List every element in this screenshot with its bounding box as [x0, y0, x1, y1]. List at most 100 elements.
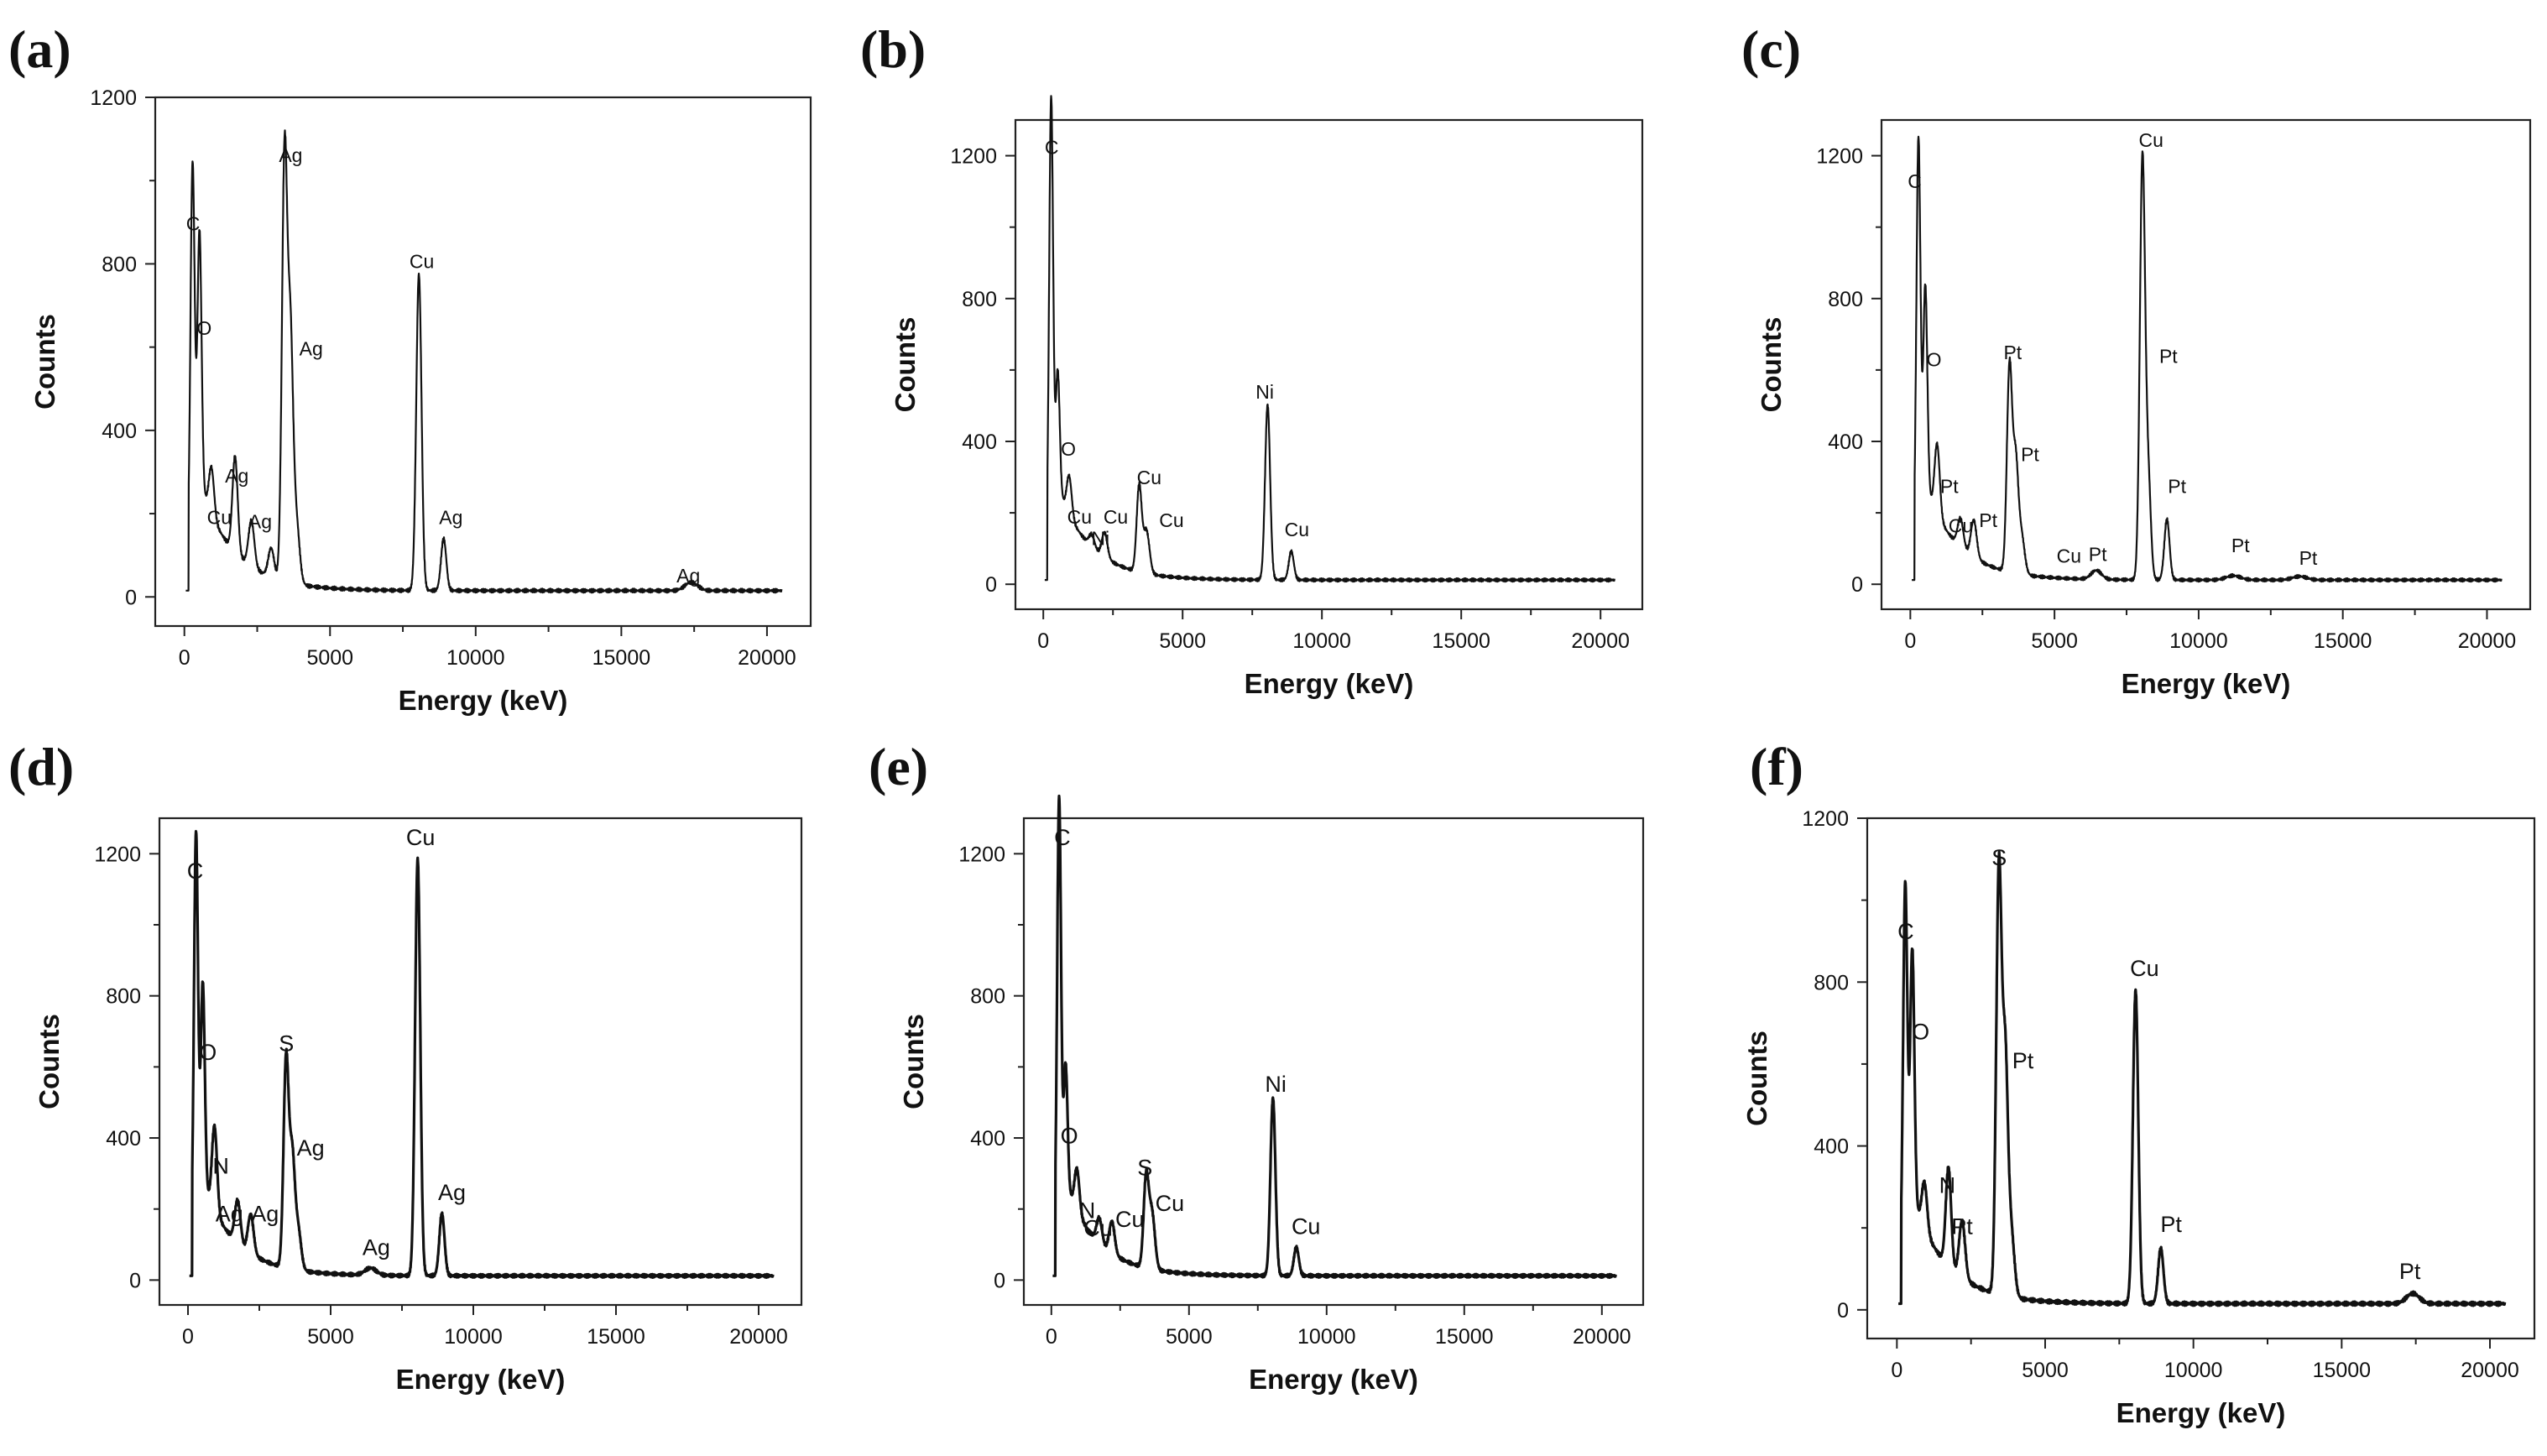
- peak-label: Cu: [1949, 515, 1973, 537]
- panel-label: (b): [860, 19, 926, 79]
- panel-label: (d): [8, 737, 74, 796]
- y-tick-label: 800: [102, 253, 137, 276]
- peak-label: Pt: [2231, 535, 2250, 556]
- peak-label: Pt: [2089, 544, 2107, 566]
- peak-label: C: [187, 858, 204, 884]
- panel-label: (c): [1741, 19, 1801, 79]
- peak-label: O: [199, 1040, 217, 1065]
- y-tick-label: 400: [1828, 431, 1863, 454]
- peak-label: Pt: [1979, 509, 1997, 531]
- x-tick-label: 20000: [729, 1325, 788, 1349]
- plot-frame: [1022, 817, 1645, 1307]
- peak-label: Pt: [2299, 547, 2318, 569]
- peak-label: C: [1908, 170, 1922, 192]
- peak-label: Ag: [216, 1202, 243, 1227]
- x-tick-label: 20000: [738, 646, 796, 670]
- plot-frame: [1866, 817, 2536, 1340]
- peak-label: S: [1137, 1155, 1152, 1180]
- peak-label: S: [1991, 845, 2007, 870]
- y-tick-label: 0: [1837, 1299, 1849, 1323]
- peak-label: Cu: [1083, 1215, 1113, 1240]
- eds-panel-f: (f) 0 5000 10000 15000 20000 0 400 800 1200 Energy…: [1741, 737, 2536, 1428]
- eds-panel-a: (a) 0 5000 10000 15000 20000 0 400 800 1200 Energy…: [8, 19, 812, 716]
- eds-panel-c: (c) 0 5000 10000 15000 20000 0 400 800 1200 Energy…: [1741, 19, 2532, 699]
- peak-label: Ag: [676, 565, 700, 587]
- y-tick-label: 400: [970, 1127, 1005, 1151]
- y-axis-title: Counts: [1756, 317, 1787, 413]
- peak-label: Ni: [1265, 1072, 1287, 1097]
- x-tick-label: 15000: [1432, 629, 1490, 653]
- panel-label: (f): [1750, 737, 1803, 796]
- y-tick-label: 800: [106, 985, 141, 1009]
- peak-label: O: [1912, 1020, 1929, 1045]
- y-tick-label: 0: [994, 1269, 1005, 1292]
- peak-label: Cu: [2130, 956, 2159, 981]
- peak-label: Ag: [279, 144, 302, 166]
- y-tick-label: 0: [129, 1269, 141, 1292]
- y-axis-title: Counts: [29, 314, 60, 410]
- x-tick-label: 10000: [444, 1325, 503, 1349]
- peak-label: Cu: [1067, 506, 1092, 528]
- peak-label: O: [1927, 349, 1942, 371]
- y-tick-label: 800: [970, 985, 1005, 1009]
- spectrum-line: [185, 129, 783, 594]
- peak-label: C: [186, 213, 201, 235]
- y-tick-label: 400: [962, 431, 997, 454]
- y-tick-label: 1200: [1816, 145, 1863, 169]
- x-tick-label: 5000: [2022, 1359, 2069, 1382]
- peak-label: Ag: [297, 1135, 325, 1161]
- x-tick-label: 5000: [306, 646, 353, 670]
- plot-frame: [154, 96, 812, 628]
- x-tick-label: 5000: [2031, 629, 2078, 653]
- peak-label: S: [279, 1031, 294, 1056]
- peak-label: Ag: [363, 1235, 390, 1260]
- peak-label: Cu: [1137, 467, 1161, 488]
- peak-label: Cu: [1159, 509, 1183, 531]
- peak-label: Cu: [1285, 519, 1309, 540]
- x-tick-label: 0: [1037, 629, 1049, 653]
- y-axis-title: Counts: [898, 1014, 929, 1109]
- spectrum-line: [1897, 850, 2507, 1307]
- peak-label: Pt: [2003, 342, 2022, 363]
- eds-panel-d: (d) 0 5000 10000 15000 20000 0 400 800 1200 Energy…: [8, 737, 803, 1395]
- y-tick-label: 1200: [90, 86, 137, 110]
- peak-label: Cu: [2057, 545, 2081, 567]
- peak-label: Ag: [438, 1180, 466, 1205]
- x-tick-label: 10000: [1297, 1325, 1356, 1349]
- panel-label: (a): [8, 19, 71, 79]
- peak-label: Ag: [248, 510, 272, 532]
- y-axis-title: Counts: [890, 317, 921, 413]
- y-tick-label: 400: [102, 420, 137, 443]
- y-tick-label: 1200: [958, 843, 1005, 866]
- x-tick-label: 20000: [1571, 629, 1630, 653]
- y-tick-label: 0: [1851, 573, 1863, 597]
- plot-frame: [1880, 118, 2532, 611]
- peak-label: C: [1054, 825, 1071, 850]
- peak-label: C: [1897, 919, 1914, 944]
- peak-label: O: [196, 317, 211, 339]
- x-tick-label: 10000: [2164, 1359, 2223, 1382]
- y-tick-label: 1200: [950, 145, 997, 169]
- x-tick-label: 15000: [587, 1325, 645, 1349]
- x-tick-label: 10000: [1292, 629, 1351, 653]
- y-tick-label: 0: [125, 586, 137, 609]
- y-tick-label: 800: [962, 288, 997, 311]
- peak-label: Cu: [1104, 506, 1128, 528]
- x-axis-title: Energy (keV): [1249, 1364, 1418, 1395]
- x-axis-title: Energy (keV): [2116, 1397, 2286, 1428]
- peak-label: Pt: [2159, 345, 2178, 367]
- x-tick-label: 0: [179, 646, 191, 670]
- spectrum-line: [1052, 794, 1617, 1280]
- spectrum-line: [1911, 135, 2503, 583]
- x-axis-title: Energy (keV): [2122, 668, 2291, 699]
- y-tick-label: 800: [1814, 971, 1849, 994]
- peak-label: Ag: [225, 465, 248, 487]
- peak-label: O: [1061, 1123, 1078, 1148]
- x-tick-label: 15000: [1435, 1325, 1494, 1349]
- peak-label: Pt: [1940, 476, 1959, 498]
- peak-label: Ni: [1091, 527, 1109, 549]
- peak-label: Ni: [1255, 381, 1274, 403]
- peak-label: C: [1045, 136, 1059, 158]
- spectrum-line: [1044, 95, 1615, 583]
